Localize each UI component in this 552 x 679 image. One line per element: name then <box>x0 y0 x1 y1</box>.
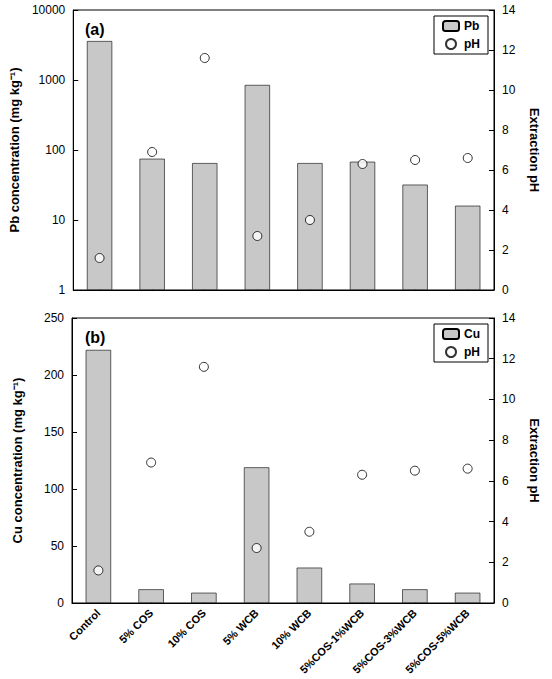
svg-text:5% WCB: 5% WCB <box>220 607 260 647</box>
svg-text:10% COS: 10% COS <box>165 607 208 650</box>
svg-text:50: 50 <box>51 539 65 553</box>
svg-text:pH: pH <box>464 345 480 359</box>
svg-text:1000: 1000 <box>39 73 66 87</box>
svg-text:100: 100 <box>45 143 65 157</box>
svg-text:6: 6 <box>502 163 509 177</box>
svg-text:10: 10 <box>502 83 516 97</box>
svg-text:Control: Control <box>67 607 103 643</box>
svg-text:Cu concentration (mg kg⁻¹): Cu concentration (mg kg⁻¹) <box>10 378 25 544</box>
svg-text:5%COS-3%WCB: 5%COS-3%WCB <box>350 606 420 676</box>
svg-text:(a): (a) <box>85 21 105 38</box>
svg-text:150: 150 <box>44 425 64 439</box>
svg-text:5%COS-1%WCB: 5%COS-1%WCB <box>297 606 367 676</box>
svg-text:6: 6 <box>502 474 509 488</box>
svg-text:10: 10 <box>502 392 516 406</box>
svg-text:0: 0 <box>502 596 509 610</box>
svg-text:12: 12 <box>502 352 516 366</box>
svg-text:4: 4 <box>502 203 509 217</box>
svg-text:8: 8 <box>502 123 509 137</box>
svg-text:2: 2 <box>502 555 509 569</box>
svg-text:5% COS: 5% COS <box>117 607 156 646</box>
svg-text:Cu: Cu <box>464 327 480 341</box>
svg-text:Pb: Pb <box>464 19 479 33</box>
svg-text:14: 14 <box>502 3 516 17</box>
svg-text:14: 14 <box>502 311 516 325</box>
svg-text:250: 250 <box>44 311 64 325</box>
svg-text:200: 200 <box>44 368 64 382</box>
svg-text:4: 4 <box>502 515 509 529</box>
svg-text:2: 2 <box>502 243 509 257</box>
svg-text:10% WCB: 10% WCB <box>269 607 314 652</box>
svg-text:1: 1 <box>59 283 66 297</box>
svg-text:10: 10 <box>52 213 66 227</box>
svg-text:Pb concentration (mg kg⁻¹): Pb concentration (mg kg⁻¹) <box>7 67 22 232</box>
svg-text:100: 100 <box>44 482 64 496</box>
svg-text:Extraction pH: Extraction pH <box>527 418 542 503</box>
svg-text:10000: 10000 <box>32 3 66 17</box>
svg-text:5%COS-5%WCB: 5%COS-5%WCB <box>403 607 472 676</box>
svg-text:0: 0 <box>502 283 509 297</box>
svg-text:Extraction pH: Extraction pH <box>527 108 542 193</box>
svg-text:8: 8 <box>502 433 509 447</box>
svg-text:(b): (b) <box>85 329 105 346</box>
svg-text:12: 12 <box>502 43 516 57</box>
svg-text:pH: pH <box>464 37 480 51</box>
svg-text:0: 0 <box>57 596 64 610</box>
